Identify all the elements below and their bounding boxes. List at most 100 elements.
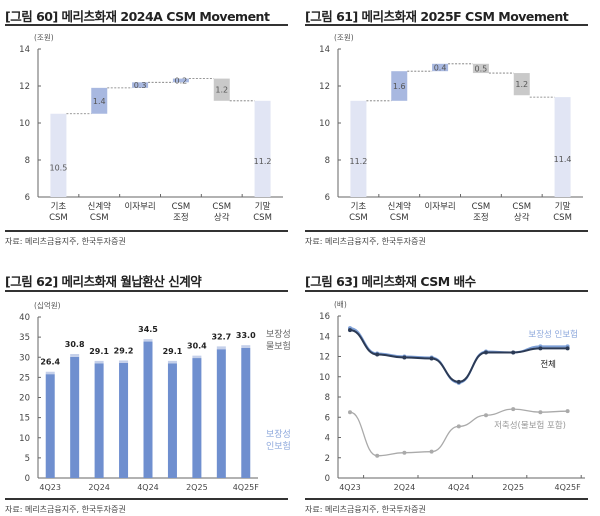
figure-61: [그림 61] 메리츠화재 2025F CSM Movement (조원) 6 8 1…: [300, 0, 590, 250]
y-tick-label: 14: [319, 45, 330, 55]
x-tick-label: 기말: [255, 201, 271, 212]
x-tick-label: 신계약: [388, 201, 412, 212]
y-tick-label: 12: [319, 353, 330, 363]
data-point: [538, 346, 543, 351]
unit-label: (조원): [334, 33, 354, 42]
bar-up: [391, 71, 408, 101]
bar-segment-property-insurance: [167, 360, 177, 364]
x-tick-label: 이자부리: [124, 201, 155, 212]
bar-segment-property-insurance: [216, 346, 226, 350]
x-tick-label: CSM: [349, 213, 368, 223]
y-tick-label: 5: [25, 454, 30, 464]
legend-in-insurance: 인보험: [266, 441, 291, 452]
y-tick-label: 8: [325, 156, 330, 166]
bar-down: [513, 73, 530, 96]
data-label: 1.4: [93, 97, 106, 106]
total-label: 29.2: [114, 346, 134, 355]
data-point: [429, 356, 434, 361]
source-note: 자료: 메리츠금융지주, 한국투자증권: [305, 505, 426, 514]
data-point: [511, 350, 516, 355]
y-tick-label: 6: [325, 193, 330, 203]
data-label: 11.2: [254, 157, 272, 166]
x-tick-label: CSM: [390, 213, 409, 223]
x-tick-label: 조정: [473, 212, 489, 223]
title-rule: [5, 24, 288, 26]
y-tick-label: 10: [319, 373, 330, 383]
bar-down: [472, 63, 489, 74]
bar-up: [432, 63, 449, 72]
bottom-rule: [5, 498, 288, 500]
bar-segment-property-insurance: [143, 339, 153, 342]
data-point: [456, 379, 461, 384]
total-label: 29.1: [89, 347, 109, 356]
data-point: [429, 449, 434, 454]
y-tick-label: 10: [19, 119, 30, 129]
x-tick-label: 2Q24: [394, 483, 416, 492]
total-label: 32.7: [211, 332, 231, 341]
data-label: 0.2: [175, 76, 188, 85]
legend-savings: 저축성(물보험 포함): [494, 421, 566, 431]
chart-title: [그림 60] 메리츠화재 2024A CSM Movement: [5, 9, 270, 24]
y-tick-label: 14: [319, 332, 330, 342]
x-tick-label: CSM: [90, 213, 109, 223]
bar-down: [213, 78, 230, 101]
x-tick-label: 4Q23: [39, 483, 61, 492]
bar-segment-property-insurance: [70, 354, 80, 357]
data-label: 0.3: [134, 81, 147, 90]
y-tick-label: 35: [19, 333, 30, 343]
bar-segment-in-insurance: [241, 347, 251, 478]
bar-total: [254, 100, 271, 197]
chart-title: [그림 61] 메리츠화재 2025F CSM Movement: [305, 9, 569, 24]
unit-label: (십억원): [34, 301, 61, 310]
bottom-rule: [5, 230, 288, 232]
bar-segment-property-insurance: [94, 360, 104, 364]
legend-in-insurance: 보장성: [266, 429, 291, 440]
series-line-savings: [349, 408, 568, 457]
bar-total: [554, 97, 571, 197]
legend-in-insurance: 보장성 인보험: [528, 329, 578, 340]
bar-segment-in-insurance: [167, 363, 177, 478]
bar-segment-in-insurance: [94, 363, 104, 478]
x-tick-label: CSM: [553, 213, 572, 223]
data-label: 1.2: [215, 86, 228, 95]
bar-segment-property-insurance: [45, 371, 55, 375]
bar-segment-in-insurance: [45, 374, 55, 478]
y-tick-label: 40: [19, 313, 30, 323]
data-point: [375, 352, 380, 357]
total-label: 29.1: [163, 347, 183, 356]
bar-segment-in-insurance: [216, 349, 226, 478]
bar-segment-in-insurance: [70, 356, 80, 478]
source-note: 자료: 메리츠금융지주, 한국투자증권: [5, 237, 126, 246]
y-tick-label: 25: [19, 373, 30, 383]
y-tick-label: 15: [19, 414, 30, 424]
y-tick-label: 30: [19, 353, 30, 363]
bar-up: [91, 87, 108, 114]
x-tick-label: CSM: [253, 213, 272, 223]
x-tick-label: CSM: [472, 202, 491, 212]
legend-total: 전체: [540, 359, 556, 370]
legend-property-insurance: 물보험: [266, 341, 291, 352]
x-tick-label: 4Q23: [339, 483, 361, 492]
bar-up: [172, 78, 189, 83]
x-tick-label: 기말: [555, 201, 571, 212]
bar-segment-in-insurance: [119, 362, 129, 478]
legend-property-insurance: 보장성: [266, 329, 291, 340]
data-point: [511, 407, 516, 412]
x-tick-label: 4Q24: [137, 483, 159, 492]
line-chart: (배) 0 2 4 6 8 10 12 14 16 4Q23 2Q24 4Q24 2Q25 4Q25F 보장성…: [319, 300, 585, 492]
data-label: 0.5: [475, 64, 488, 73]
data-label: 11.4: [554, 155, 572, 164]
waterfall-chart-2025: (조원)6810121411.2기초CSM1.6신계약CSM0.4이자부리0.5…: [319, 33, 583, 223]
x-tick-label: 2Q25: [502, 483, 524, 492]
total-label: 26.4: [40, 358, 60, 367]
chart-title: [그림 63] 메리츠화재 CSM 배수: [305, 274, 476, 289]
x-tick-label: 신계약: [88, 201, 112, 212]
x-tick-label: 4Q24: [448, 483, 470, 492]
x-tick-label: CSM: [172, 202, 191, 212]
data-label: 1.2: [515, 80, 528, 89]
data-point: [402, 450, 407, 455]
stacked-bar-chart: (십억원) 0 5 10 15 20 25 30 35 40 26.4 4Q23 30.8 29.1 2Q2…: [19, 301, 291, 492]
x-tick-label: 기초: [51, 202, 67, 212]
x-tick-label: 상각: [214, 212, 230, 223]
